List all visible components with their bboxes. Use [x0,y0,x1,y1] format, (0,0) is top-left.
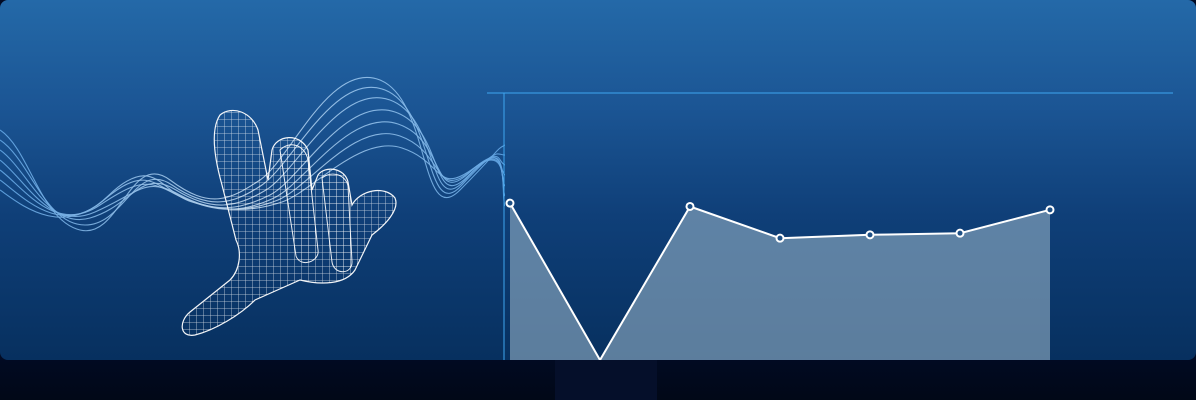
hero-banner [0,0,1196,360]
chart-points [505,198,1055,243]
chart-point [1045,205,1055,215]
chart-area [510,203,1050,360]
chart-point [505,198,515,208]
chart-point [865,230,875,240]
footer-tab[interactable] [555,360,657,400]
area-chart [487,92,1173,360]
wireframe-hand-icon [0,76,505,336]
chart-point [775,233,785,243]
hand-shape [181,109,397,336]
chart-point [955,228,965,238]
chart-point [685,201,695,211]
